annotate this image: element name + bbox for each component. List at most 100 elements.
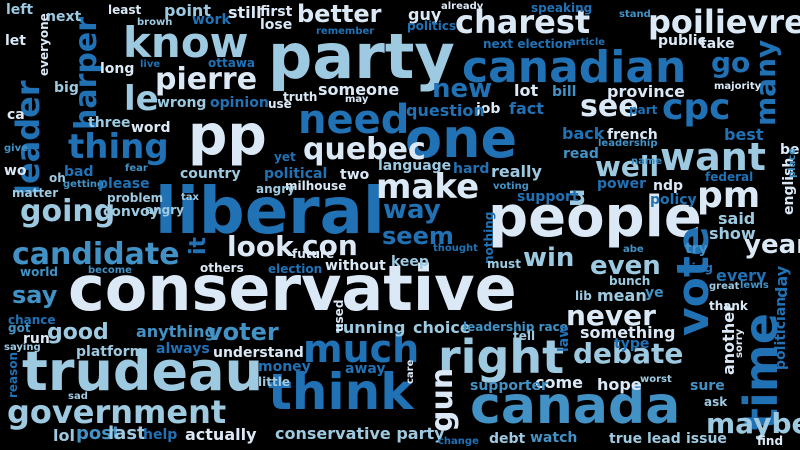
word-lot: lot: [514, 81, 539, 100]
word-politics: politics: [407, 19, 457, 33]
word-speaking: speaking: [531, 1, 593, 15]
word-convoy: convoy: [103, 204, 159, 220]
word-actually: actually: [185, 425, 257, 444]
word-wrong: wrong: [157, 95, 207, 111]
word-away: away: [345, 361, 386, 377]
word-pierre: pierre: [155, 62, 258, 97]
word-never: never: [566, 299, 656, 332]
word-opinion: opinion: [210, 95, 269, 111]
word-french: french: [607, 127, 658, 143]
word-read: read: [563, 146, 599, 162]
word-already: already: [441, 1, 484, 12]
word-true: true: [609, 431, 643, 447]
word-oh: oh: [49, 171, 66, 185]
word-government: government: [7, 393, 227, 431]
word-place: place: [787, 147, 798, 178]
word-hope: hope: [597, 375, 642, 394]
word-used: used: [332, 299, 346, 332]
word-remember: remember: [316, 26, 375, 37]
word-well: well: [595, 150, 660, 183]
word-got: got: [8, 321, 31, 335]
word-way: way: [383, 195, 441, 225]
word-getting: getting: [63, 179, 105, 190]
word-it: it: [186, 236, 211, 255]
word-gun: gun: [425, 367, 460, 432]
word-angry: angry: [256, 182, 295, 196]
word-post: post: [76, 423, 121, 444]
word-one: one: [405, 107, 518, 170]
word-canada: canada: [470, 376, 681, 436]
word-type: type: [614, 336, 650, 352]
word-win: win: [523, 243, 575, 273]
word-power: power: [597, 176, 646, 192]
word-lose: lose: [260, 17, 293, 33]
word-see: see: [580, 89, 639, 124]
word-seem: seem: [382, 222, 454, 250]
word-article: article: [569, 37, 606, 48]
word-without: without: [325, 258, 386, 274]
word-bad: bad: [64, 164, 94, 180]
word-pp: pp: [188, 103, 267, 167]
word-still: still: [228, 3, 262, 22]
word-work: work: [192, 12, 231, 28]
word-big: big: [54, 80, 79, 96]
word-bunch: bunch: [609, 274, 651, 288]
word-day: day: [772, 265, 791, 298]
word-canadian: canadian: [462, 42, 687, 93]
word-sorry: sorry: [734, 328, 745, 358]
word-running: running: [335, 318, 406, 337]
word-find: find: [757, 434, 784, 448]
word-platform: platform: [76, 344, 145, 360]
word-even: even: [590, 251, 661, 281]
word-debt: debt: [489, 431, 526, 447]
word-word: word: [131, 120, 171, 136]
word-choice: choice: [413, 318, 471, 337]
word-election: election: [268, 262, 323, 276]
word-year: year: [744, 230, 800, 260]
word-political: political: [264, 166, 328, 182]
word-point: point: [164, 1, 211, 20]
word-le: le: [124, 79, 159, 119]
word-wo: wo: [4, 163, 27, 179]
word-stand: stand: [619, 9, 651, 20]
word-sad: sad: [68, 391, 88, 402]
word-ottawa: ottawa: [208, 56, 255, 70]
word-something: something: [580, 323, 676, 342]
word-live: live: [140, 59, 161, 70]
word-tax: tax: [181, 192, 199, 203]
word-country: country: [180, 166, 241, 182]
word-leadership-race: leadership race: [463, 320, 568, 334]
word-thank: thank: [709, 299, 748, 313]
word-show: show: [709, 224, 756, 243]
word-abe: abe: [623, 244, 644, 255]
word-worst: worst: [640, 374, 672, 385]
word-someone: someone: [318, 80, 400, 99]
word-yet: yet: [274, 150, 296, 164]
word-look: look: [227, 230, 294, 263]
word-help: help: [143, 427, 178, 443]
word-run: run: [23, 331, 50, 347]
word-come: come: [535, 373, 583, 392]
word-debate: debate: [573, 337, 684, 370]
word-reason: reason: [6, 351, 20, 398]
word-voting: voting: [493, 181, 529, 192]
word-left: left: [6, 2, 34, 18]
word-back: back: [562, 124, 605, 143]
word-ndp: ndp: [653, 178, 684, 194]
word-everyone: everyone: [37, 13, 51, 76]
word-anything: anything: [136, 322, 216, 341]
word-please: please: [98, 176, 150, 192]
word-lol: lol: [53, 426, 75, 445]
word-thought: thought: [433, 243, 478, 254]
word-little: little: [258, 375, 290, 389]
word-good: good: [47, 320, 109, 345]
word-may: may: [345, 94, 369, 105]
word-must: must: [487, 257, 521, 271]
word-mean: mean: [597, 286, 647, 305]
word-harper: harper: [69, 16, 104, 130]
word-three: three: [88, 115, 131, 131]
word-saying: saying: [4, 342, 41, 353]
word-know: know: [123, 18, 249, 67]
word-lib: lib: [575, 289, 592, 303]
